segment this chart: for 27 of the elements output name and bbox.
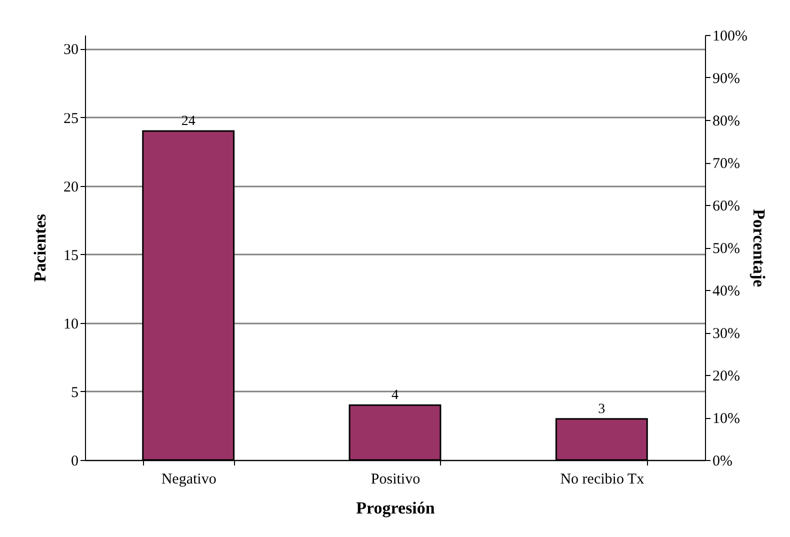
y-axis-title: Pacientes	[30, 214, 50, 282]
y-tick-label: 10	[64, 316, 78, 332]
y2-tick-label: 100%	[712, 28, 748, 44]
y2-tick-label: 50%	[712, 241, 740, 257]
data-label: 3	[598, 402, 606, 417]
y2-axis-title: Porcentaje	[749, 208, 768, 288]
y-tick-label: 30	[64, 42, 78, 58]
y-tick-label: 20	[64, 179, 78, 196]
y2-tick-label: 20%	[712, 368, 740, 384]
x-axis-title: Progresión	[356, 498, 436, 518]
y-tick-label: 25	[64, 110, 78, 127]
x-tick-label: No recibio Tx	[560, 472, 645, 488]
x-tick-label: Negativo	[161, 472, 216, 488]
y2-tick-label: 90%	[712, 71, 740, 87]
x-tick-label: Positivo	[370, 472, 420, 488]
y2-tick-label: 70%	[712, 156, 740, 172]
y2-tick-label: 40%	[712, 284, 740, 300]
data-label: 4	[392, 388, 398, 404]
y-tick-label: 15	[64, 248, 78, 264]
y2-tick-label: 60%	[712, 198, 740, 214]
y2-tick-label: 10%	[712, 411, 740, 427]
y-tick-label: 5	[71, 384, 78, 401]
y-tick-label: 0	[71, 454, 78, 470]
y2-tick-label: 80%	[712, 114, 740, 130]
data-label: 24	[181, 114, 196, 129]
y2-tick-label: 30%	[712, 326, 740, 342]
y2-tick-label: 0%	[712, 454, 732, 470]
